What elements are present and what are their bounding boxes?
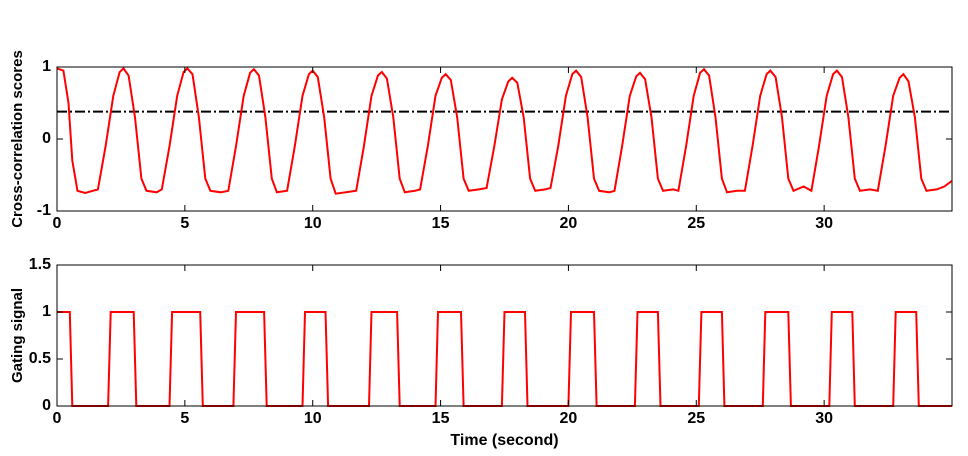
x-tick-label: 0 (53, 410, 62, 427)
x-tick-label: 30 (815, 410, 833, 427)
y-tick-label: -1 (37, 202, 51, 219)
y-tick-label: 0 (42, 130, 51, 147)
axes-frame (56, 66, 953, 212)
y-tick-label: 1 (42, 58, 51, 75)
data-line (57, 311, 952, 407)
x-tick-label: 30 (815, 215, 833, 232)
y-axis-label: Cross-correlation scores (9, 50, 26, 228)
axes-frame (56, 264, 953, 407)
x-tick-label: 20 (560, 215, 578, 232)
x-tick-label: 20 (560, 410, 578, 427)
x-tick-label: 0 (53, 215, 62, 232)
x-tick-label: 25 (687, 215, 705, 232)
y-tick-label: 1 (42, 303, 51, 320)
data-line (56, 66, 953, 195)
x-axis-label: Time (second) (450, 432, 558, 449)
y-tick-label: 1.5 (29, 256, 51, 273)
x-tick-label: 15 (432, 410, 450, 427)
x-tick-label: 25 (687, 410, 705, 427)
y-tick-label: 0.5 (29, 350, 51, 367)
x-tick-label: 10 (304, 215, 322, 232)
x-tick-label: 5 (180, 410, 189, 427)
plot-area (57, 67, 952, 211)
y-tick-label: 0 (42, 397, 51, 414)
x-tick-label: 5 (180, 215, 189, 232)
y-axis-label: Gating signal (9, 288, 26, 383)
x-tick-label: 10 (304, 410, 322, 427)
x-tick-label: 15 (432, 215, 450, 232)
